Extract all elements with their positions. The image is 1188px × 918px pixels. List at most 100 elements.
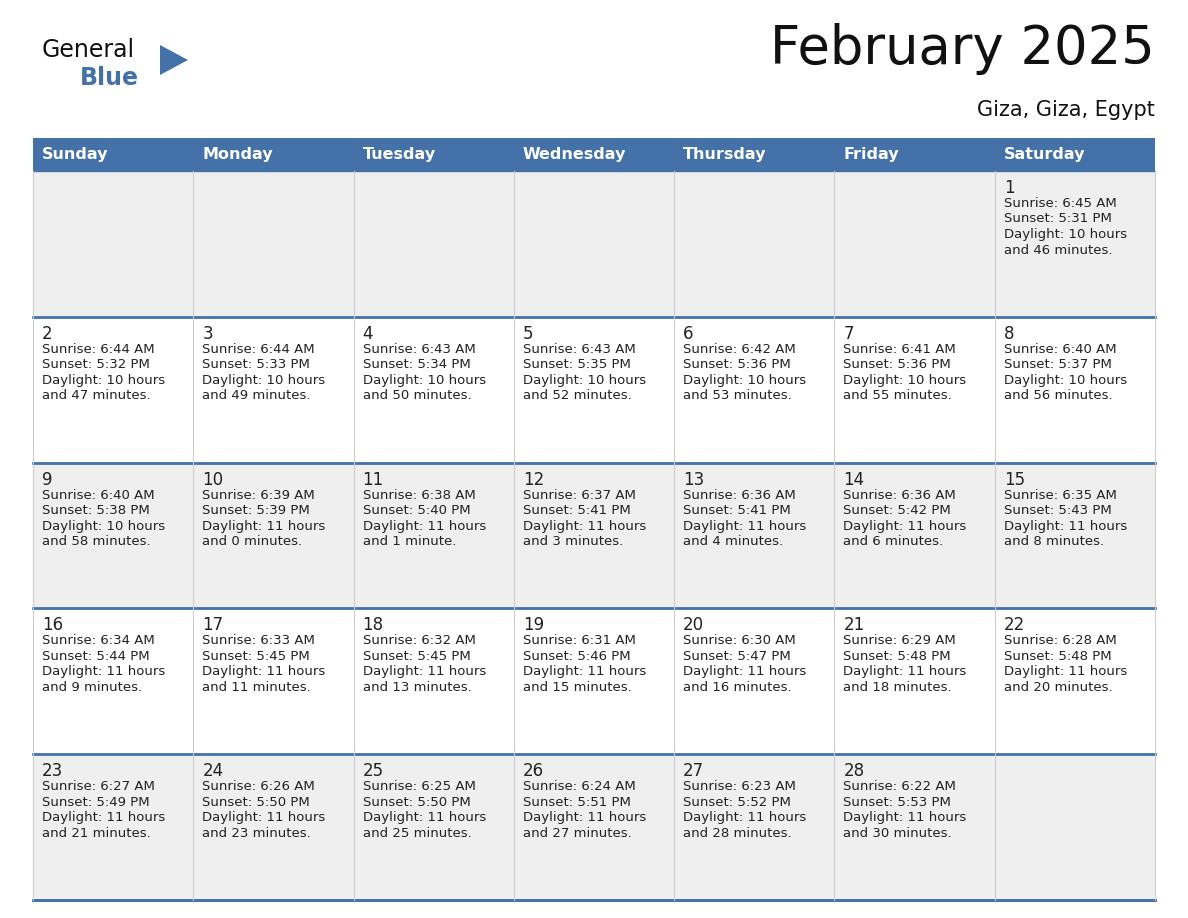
Text: Daylight: 11 hours: Daylight: 11 hours: [202, 520, 326, 532]
Text: Daylight: 11 hours: Daylight: 11 hours: [202, 666, 326, 678]
Text: and 23 minutes.: and 23 minutes.: [202, 827, 311, 840]
Text: 6: 6: [683, 325, 694, 342]
Text: Sunrise: 6:43 AM: Sunrise: 6:43 AM: [523, 342, 636, 356]
Text: and 49 minutes.: and 49 minutes.: [202, 389, 311, 402]
Text: 21: 21: [843, 616, 865, 634]
Text: 24: 24: [202, 762, 223, 780]
Text: 18: 18: [362, 616, 384, 634]
Bar: [33, 755, 1155, 900]
Text: Daylight: 10 hours: Daylight: 10 hours: [42, 374, 165, 386]
Text: Sunset: 5:39 PM: Sunset: 5:39 PM: [202, 504, 310, 517]
Text: Daylight: 10 hours: Daylight: 10 hours: [683, 374, 807, 386]
Text: Wednesday: Wednesday: [523, 147, 626, 162]
Text: 2: 2: [42, 325, 52, 342]
Text: Sunset: 5:42 PM: Sunset: 5:42 PM: [843, 504, 952, 517]
Text: 13: 13: [683, 471, 704, 488]
Text: Sunrise: 6:38 AM: Sunrise: 6:38 AM: [362, 488, 475, 501]
Text: Daylight: 11 hours: Daylight: 11 hours: [362, 812, 486, 824]
Text: Saturday: Saturday: [1004, 147, 1085, 162]
Text: 14: 14: [843, 471, 865, 488]
Text: Sunset: 5:44 PM: Sunset: 5:44 PM: [42, 650, 150, 663]
Text: 4: 4: [362, 325, 373, 342]
Text: and 56 minutes.: and 56 minutes.: [1004, 389, 1112, 402]
Text: Sunrise: 6:35 AM: Sunrise: 6:35 AM: [1004, 488, 1117, 501]
Text: Sunrise: 6:45 AM: Sunrise: 6:45 AM: [1004, 197, 1117, 210]
Text: and 16 minutes.: and 16 minutes.: [683, 681, 791, 694]
Text: 16: 16: [42, 616, 63, 634]
Text: Sunset: 5:31 PM: Sunset: 5:31 PM: [1004, 212, 1112, 226]
Text: Sunset: 5:46 PM: Sunset: 5:46 PM: [523, 650, 631, 663]
Text: Sunrise: 6:40 AM: Sunrise: 6:40 AM: [1004, 342, 1117, 356]
Text: and 21 minutes.: and 21 minutes.: [42, 827, 151, 840]
Text: Daylight: 11 hours: Daylight: 11 hours: [843, 812, 967, 824]
Text: and 27 minutes.: and 27 minutes.: [523, 827, 632, 840]
Text: Sunrise: 6:41 AM: Sunrise: 6:41 AM: [843, 342, 956, 356]
Text: Sunrise: 6:42 AM: Sunrise: 6:42 AM: [683, 342, 796, 356]
Text: 8: 8: [1004, 325, 1015, 342]
Bar: [33, 463, 1155, 609]
Text: Daylight: 10 hours: Daylight: 10 hours: [362, 374, 486, 386]
Text: Sunset: 5:45 PM: Sunset: 5:45 PM: [202, 650, 310, 663]
Text: Sunrise: 6:30 AM: Sunrise: 6:30 AM: [683, 634, 796, 647]
Text: Sunset: 5:48 PM: Sunset: 5:48 PM: [1004, 650, 1111, 663]
Bar: [33, 317, 1155, 463]
Text: Sunset: 5:37 PM: Sunset: 5:37 PM: [1004, 358, 1112, 371]
Text: Daylight: 11 hours: Daylight: 11 hours: [683, 666, 807, 678]
Text: Daylight: 11 hours: Daylight: 11 hours: [523, 812, 646, 824]
Text: Sunset: 5:36 PM: Sunset: 5:36 PM: [843, 358, 952, 371]
Text: Sunset: 5:48 PM: Sunset: 5:48 PM: [843, 650, 952, 663]
Text: Daylight: 11 hours: Daylight: 11 hours: [683, 520, 807, 532]
Text: and 11 minutes.: and 11 minutes.: [202, 681, 311, 694]
Text: Tuesday: Tuesday: [362, 147, 436, 162]
Text: 11: 11: [362, 471, 384, 488]
Text: Sunset: 5:36 PM: Sunset: 5:36 PM: [683, 358, 791, 371]
Text: 23: 23: [42, 762, 63, 780]
Text: Daylight: 11 hours: Daylight: 11 hours: [843, 520, 967, 532]
Text: and 6 minutes.: and 6 minutes.: [843, 535, 943, 548]
Text: Sunrise: 6:26 AM: Sunrise: 6:26 AM: [202, 780, 315, 793]
Text: and 3 minutes.: and 3 minutes.: [523, 535, 624, 548]
Text: Sunset: 5:41 PM: Sunset: 5:41 PM: [523, 504, 631, 517]
Text: 27: 27: [683, 762, 704, 780]
Text: Daylight: 10 hours: Daylight: 10 hours: [42, 520, 165, 532]
Text: and 9 minutes.: and 9 minutes.: [42, 681, 143, 694]
Text: Sunset: 5:34 PM: Sunset: 5:34 PM: [362, 358, 470, 371]
Text: 19: 19: [523, 616, 544, 634]
Text: and 1 minute.: and 1 minute.: [362, 535, 456, 548]
Text: Sunrise: 6:37 AM: Sunrise: 6:37 AM: [523, 488, 636, 501]
Text: Sunset: 5:45 PM: Sunset: 5:45 PM: [362, 650, 470, 663]
Text: Daylight: 11 hours: Daylight: 11 hours: [1004, 666, 1127, 678]
Text: and 15 minutes.: and 15 minutes.: [523, 681, 632, 694]
Text: 7: 7: [843, 325, 854, 342]
Text: Sunrise: 6:44 AM: Sunrise: 6:44 AM: [42, 342, 154, 356]
Text: Sunrise: 6:22 AM: Sunrise: 6:22 AM: [843, 780, 956, 793]
Text: 15: 15: [1004, 471, 1025, 488]
Text: Sunrise: 6:40 AM: Sunrise: 6:40 AM: [42, 488, 154, 501]
Text: Daylight: 11 hours: Daylight: 11 hours: [843, 666, 967, 678]
Text: and 8 minutes.: and 8 minutes.: [1004, 535, 1104, 548]
Text: and 13 minutes.: and 13 minutes.: [362, 681, 472, 694]
Text: Daylight: 11 hours: Daylight: 11 hours: [362, 666, 486, 678]
Text: Sunset: 5:53 PM: Sunset: 5:53 PM: [843, 796, 952, 809]
Text: Sunset: 5:33 PM: Sunset: 5:33 PM: [202, 358, 310, 371]
Text: 28: 28: [843, 762, 865, 780]
Text: and 0 minutes.: and 0 minutes.: [202, 535, 303, 548]
Text: and 18 minutes.: and 18 minutes.: [843, 681, 952, 694]
Text: Daylight: 11 hours: Daylight: 11 hours: [362, 520, 486, 532]
Text: Sunrise: 6:34 AM: Sunrise: 6:34 AM: [42, 634, 154, 647]
Text: Sunset: 5:52 PM: Sunset: 5:52 PM: [683, 796, 791, 809]
Text: Daylight: 10 hours: Daylight: 10 hours: [843, 374, 967, 386]
Text: Sunset: 5:49 PM: Sunset: 5:49 PM: [42, 796, 150, 809]
Text: Sunrise: 6:32 AM: Sunrise: 6:32 AM: [362, 634, 475, 647]
Text: and 47 minutes.: and 47 minutes.: [42, 389, 151, 402]
Text: 22: 22: [1004, 616, 1025, 634]
Text: and 46 minutes.: and 46 minutes.: [1004, 243, 1112, 256]
Text: Sunrise: 6:39 AM: Sunrise: 6:39 AM: [202, 488, 315, 501]
Text: Sunrise: 6:36 AM: Sunrise: 6:36 AM: [843, 488, 956, 501]
Text: Thursday: Thursday: [683, 147, 766, 162]
Text: Daylight: 10 hours: Daylight: 10 hours: [523, 374, 646, 386]
Text: Sunrise: 6:27 AM: Sunrise: 6:27 AM: [42, 780, 154, 793]
Text: and 25 minutes.: and 25 minutes.: [362, 827, 472, 840]
Text: 25: 25: [362, 762, 384, 780]
Text: 1: 1: [1004, 179, 1015, 197]
